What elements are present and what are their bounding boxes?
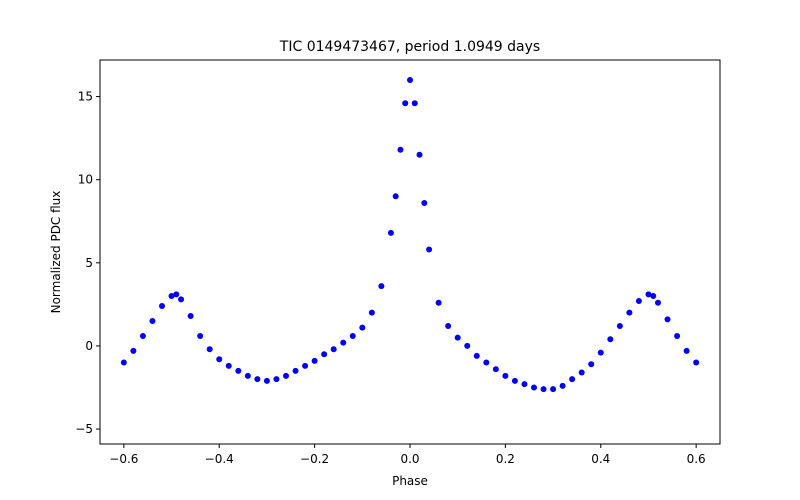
data-point [173,291,180,298]
data-point [416,151,423,158]
data-point [340,339,347,346]
data-point [206,346,213,353]
data-point [531,384,537,391]
data-point [511,377,518,384]
data-point [426,246,433,253]
data-point [483,359,490,366]
data-point [130,347,137,354]
data-point [655,299,661,306]
data-point [597,349,604,356]
y-tick-label: 5 [85,256,93,270]
data-point [378,283,385,290]
data-point [149,317,156,324]
data-point [368,309,375,316]
data-point [502,372,509,379]
data-points [120,76,700,393]
data-point [664,316,671,323]
x-tick-label: 0.4 [591,452,610,466]
data-point [330,346,337,353]
x-tick-label: 0.2 [496,452,515,466]
y-axis: −5 0 5 10 15 [75,90,100,436]
data-point [178,296,185,303]
x-tick-label: 0.6 [687,452,706,466]
data-point [292,367,299,374]
data-point [454,334,461,341]
data-point [263,377,270,384]
data-point [139,332,146,339]
data-point [397,146,404,153]
y-tick-label: 0 [85,339,93,353]
data-point [588,361,595,368]
data-point [197,332,204,339]
data-point [616,322,623,329]
data-point [473,352,480,359]
x-tick-label: −0.4 [205,452,234,466]
data-point [120,359,127,366]
data-point [435,299,442,306]
data-point [521,381,528,388]
y-tick-label: −5 [75,422,93,436]
data-point [421,199,428,206]
data-point [540,386,547,393]
data-point [283,372,289,379]
plot-frame [99,59,721,445]
data-point [650,293,657,300]
data-point [187,313,194,319]
x-tick-label: −0.6 [109,452,138,466]
x-tick-label: −0.2 [300,452,329,466]
data-point [392,193,399,200]
y-axis-label: Normalized PDC flux [49,191,63,314]
data-point [464,342,471,349]
data-point [645,291,652,298]
data-point [607,336,614,343]
data-point [445,322,452,329]
data-point [225,362,232,369]
x-axis-label: Phase [392,474,428,488]
data-point [550,386,557,393]
data-point [302,362,309,369]
data-point [626,309,633,316]
data-point [402,100,409,107]
data-point [254,376,261,383]
data-point [674,332,681,339]
data-point [559,382,566,389]
data-point [159,303,165,310]
y-tick-label: 10 [78,173,93,187]
data-point [349,332,356,339]
data-point [359,324,366,331]
x-tick-label: 0.0 [400,452,419,466]
data-point [244,372,251,379]
data-point [387,229,394,236]
data-point [693,359,700,366]
data-point [168,293,175,300]
data-point [492,366,499,373]
data-point [235,367,242,374]
chart-title: TIC 0149473467, period 1.0949 days [279,39,540,55]
data-point [216,356,223,363]
data-point [311,357,318,364]
data-point [569,376,576,383]
data-point [273,376,280,383]
data-point [578,369,585,376]
data-point [321,351,328,358]
data-point [407,76,413,83]
data-point [635,298,642,305]
y-tick-label: 15 [78,90,93,104]
x-axis: −0.6 −0.4 −0.2 0.0 0.2 0.4 0.6 [109,444,706,466]
data-point [683,347,690,354]
data-point [411,100,418,107]
